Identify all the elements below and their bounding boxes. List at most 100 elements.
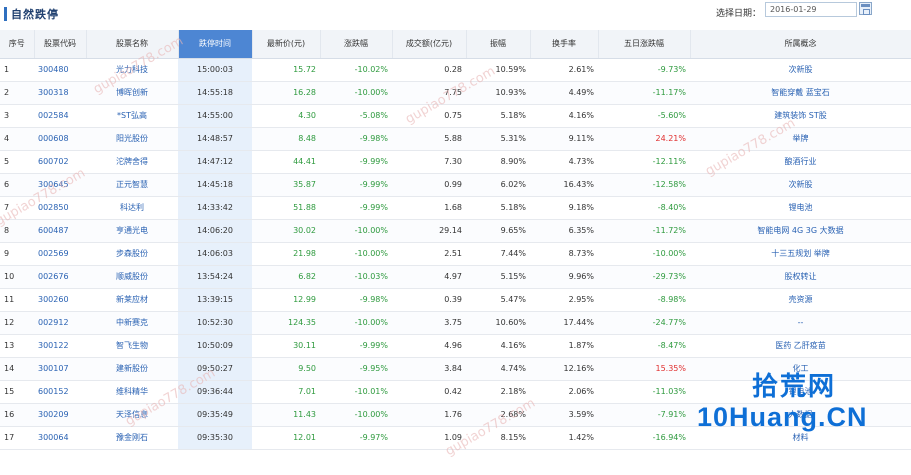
- table-row[interactable]: 17 300064 豫金刚石 09:35:30 12.01 -9.97% 1.09 8.15%…: [0, 426, 911, 450]
- turnover-rate: 16.43%: [530, 173, 598, 197]
- stock-code-link[interactable]: 300260: [34, 288, 86, 312]
- stock-code-link[interactable]: 300122: [34, 334, 86, 358]
- amplitude: 4.74%: [466, 357, 530, 381]
- stock-code-link[interactable]: 002676: [34, 265, 86, 289]
- stock-code-link[interactable]: 300318: [34, 81, 86, 105]
- concept-link[interactable]: 壳资源: [690, 288, 911, 312]
- date-input[interactable]: 2016-01-29: [765, 2, 857, 17]
- row-index: 10: [0, 265, 34, 289]
- table-row[interactable]: 2 300318 博晖创新 14:55:18 16.28 -10.00% 7.75 10.93…: [0, 81, 911, 105]
- stock-name-link[interactable]: 阳光股份: [86, 127, 178, 151]
- table-row[interactable]: 12 002912 中新赛克 10:52:30 124.35 -10.00% 3.75 10.…: [0, 311, 911, 335]
- table-row[interactable]: 11 300260 新莱应材 13:39:15 12.99 -9.98% 0.39 5.47%…: [0, 288, 911, 312]
- limit-down-time: 13:54:24: [178, 265, 252, 289]
- stock-name-link[interactable]: 顺威股份: [86, 265, 178, 289]
- stock-code-link[interactable]: 002912: [34, 311, 86, 335]
- stock-code-link[interactable]: 300209: [34, 403, 86, 427]
- limit-down-time: 14:06:20: [178, 219, 252, 243]
- latest-price: 21.98: [252, 242, 320, 266]
- concept-link[interactable]: 大数据: [690, 403, 911, 427]
- table-row[interactable]: 8 600487 亨通光电 14:06:20 30.02 -10.00% 29.14 9.65…: [0, 219, 911, 243]
- stock-code-link[interactable]: 600487: [34, 219, 86, 243]
- stock-code-link[interactable]: 000608: [34, 127, 86, 151]
- table-row[interactable]: 14 300107 建新股份 09:50:27 9.50 -9.95% 3.84 4.74% 1…: [0, 357, 911, 381]
- column-header[interactable]: 序号: [0, 30, 35, 59]
- concept-link[interactable]: 锂电池: [690, 380, 911, 404]
- table-row[interactable]: 4 000608 阳光股份 14:48:57 8.48 -9.98% 5.88 5.31% 9.…: [0, 127, 911, 151]
- stock-name-link[interactable]: 正元智慧: [86, 173, 178, 197]
- concept-link[interactable]: 智能电网 4G 3G 大数据: [690, 219, 911, 243]
- table-row[interactable]: 16 300209 天泽信息 09:35:49 11.43 -10.00% 1.76 2.68…: [0, 403, 911, 427]
- amplitude: 10.93%: [466, 81, 530, 105]
- stock-name-link[interactable]: 智飞生物: [86, 334, 178, 358]
- row-index: 7: [0, 196, 34, 220]
- section-title: 自然跌停: [4, 6, 59, 22]
- amplitude: 5.31%: [466, 127, 530, 151]
- column-header[interactable]: 五日涨跌幅: [598, 30, 691, 59]
- latest-price: 35.87: [252, 173, 320, 197]
- stock-name-link[interactable]: 新莱应材: [86, 288, 178, 312]
- concept-link[interactable]: 十三五规划 举牌: [690, 242, 911, 266]
- stock-name-link[interactable]: 豫金刚石: [86, 426, 178, 450]
- stock-name-link[interactable]: 亨通光电: [86, 219, 178, 243]
- stock-code-link[interactable]: 300107: [34, 357, 86, 381]
- table-row[interactable]: 5 600702 沱牌舍得 14:47:12 44.41 -9.99% 7.30 8.90% 4…: [0, 150, 911, 174]
- turnover-rate: 9.18%: [530, 196, 598, 220]
- concept-link[interactable]: 次新股: [690, 58, 911, 82]
- stock-name-link[interactable]: 建新股份: [86, 357, 178, 381]
- column-header[interactable]: 所属概念: [690, 30, 911, 59]
- stock-code-link[interactable]: 002850: [34, 196, 86, 220]
- stock-code-link[interactable]: 300480: [34, 58, 86, 82]
- amplitude: 9.65%: [466, 219, 530, 243]
- concept-link[interactable]: 材料: [690, 426, 911, 450]
- stock-code-link[interactable]: 002584: [34, 104, 86, 128]
- column-header[interactable]: 股票代码: [34, 30, 87, 59]
- concept-link[interactable]: --: [690, 311, 911, 335]
- concept-link[interactable]: 化工: [690, 357, 911, 381]
- turnover-rate: 3.59%: [530, 403, 598, 427]
- concept-link[interactable]: 医药 乙肝疫苗: [690, 334, 911, 358]
- column-header[interactable]: 成交额(亿元): [392, 30, 467, 59]
- concept-link[interactable]: 锂电池: [690, 196, 911, 220]
- table-row[interactable]: 15 600152 维科精华 09:36:44 7.01 -10.01% 0.42 2.18%…: [0, 380, 911, 404]
- table-row[interactable]: 13 300122 智飞生物 10:50:09 30.11 -9.99% 4.96 4.16%…: [0, 334, 911, 358]
- stock-name-link[interactable]: 天泽信息: [86, 403, 178, 427]
- stock-name-link[interactable]: 步森股份: [86, 242, 178, 266]
- concept-link[interactable]: 建筑装饰 ST股: [690, 104, 911, 128]
- latest-price: 12.99: [252, 288, 320, 312]
- stock-name-link[interactable]: 中新赛克: [86, 311, 178, 335]
- column-header[interactable]: 涨跌幅: [320, 30, 393, 59]
- stock-code-link[interactable]: 002569: [34, 242, 86, 266]
- concept-link[interactable]: 酿酒行业: [690, 150, 911, 174]
- concept-link[interactable]: 举牌: [690, 127, 911, 151]
- logo-text-cn: 拾荒网: [752, 372, 837, 402]
- concept-link[interactable]: 股权转让: [690, 265, 911, 289]
- stock-code-link[interactable]: 300064: [34, 426, 86, 450]
- column-header[interactable]: 股票名称: [86, 30, 179, 59]
- stock-name-link[interactable]: 科达利: [86, 196, 178, 220]
- amplitude: 8.15%: [466, 426, 530, 450]
- table-row[interactable]: 10 002676 顺威股份 13:54:24 6.82 -10.03% 4.97 5.15%…: [0, 265, 911, 289]
- stock-name-link[interactable]: 维科精华: [86, 380, 178, 404]
- table-row[interactable]: 3 002584 *ST弘高 14:55:00 4.30 -5.08% 0.75 5.18% 4…: [0, 104, 911, 128]
- table-row[interactable]: 6 300645 正元智慧 14:45:18 35.87 -9.99% 0.99 6.02% 1…: [0, 173, 911, 197]
- table-row[interactable]: 7 002850 科达利 14:33:42 51.88 -9.99% 1.68 5.18% 9.…: [0, 196, 911, 220]
- five-day-change: -9.73%: [598, 58, 690, 82]
- concept-link[interactable]: 次新股: [690, 173, 911, 197]
- column-header[interactable]: 振幅: [466, 30, 531, 59]
- table-row[interactable]: 9 002569 步森股份 14:06:03 21.98 -10.00% 2.51 7.44%…: [0, 242, 911, 266]
- stock-code-link[interactable]: 600702: [34, 150, 86, 174]
- column-header[interactable]: 最新价(元): [252, 30, 321, 59]
- stock-code-link[interactable]: 600152: [34, 380, 86, 404]
- concept-link[interactable]: 智能穿戴 蓝宝石: [690, 81, 911, 105]
- five-day-change: -12.58%: [598, 173, 690, 197]
- column-header[interactable]: 跌停时间: [178, 30, 253, 59]
- column-header[interactable]: 换手率: [530, 30, 599, 59]
- stock-name-link[interactable]: *ST弘高: [86, 104, 178, 128]
- calendar-icon[interactable]: [859, 2, 872, 15]
- stock-name-link[interactable]: 沱牌舍得: [86, 150, 178, 174]
- table-row[interactable]: 1 300480 光力科技 15:00:03 15.72 -10.02% 0.28 10.59…: [0, 58, 911, 82]
- stock-name-link[interactable]: 光力科技: [86, 58, 178, 82]
- stock-name-link[interactable]: 博晖创新: [86, 81, 178, 105]
- stock-code-link[interactable]: 300645: [34, 173, 86, 197]
